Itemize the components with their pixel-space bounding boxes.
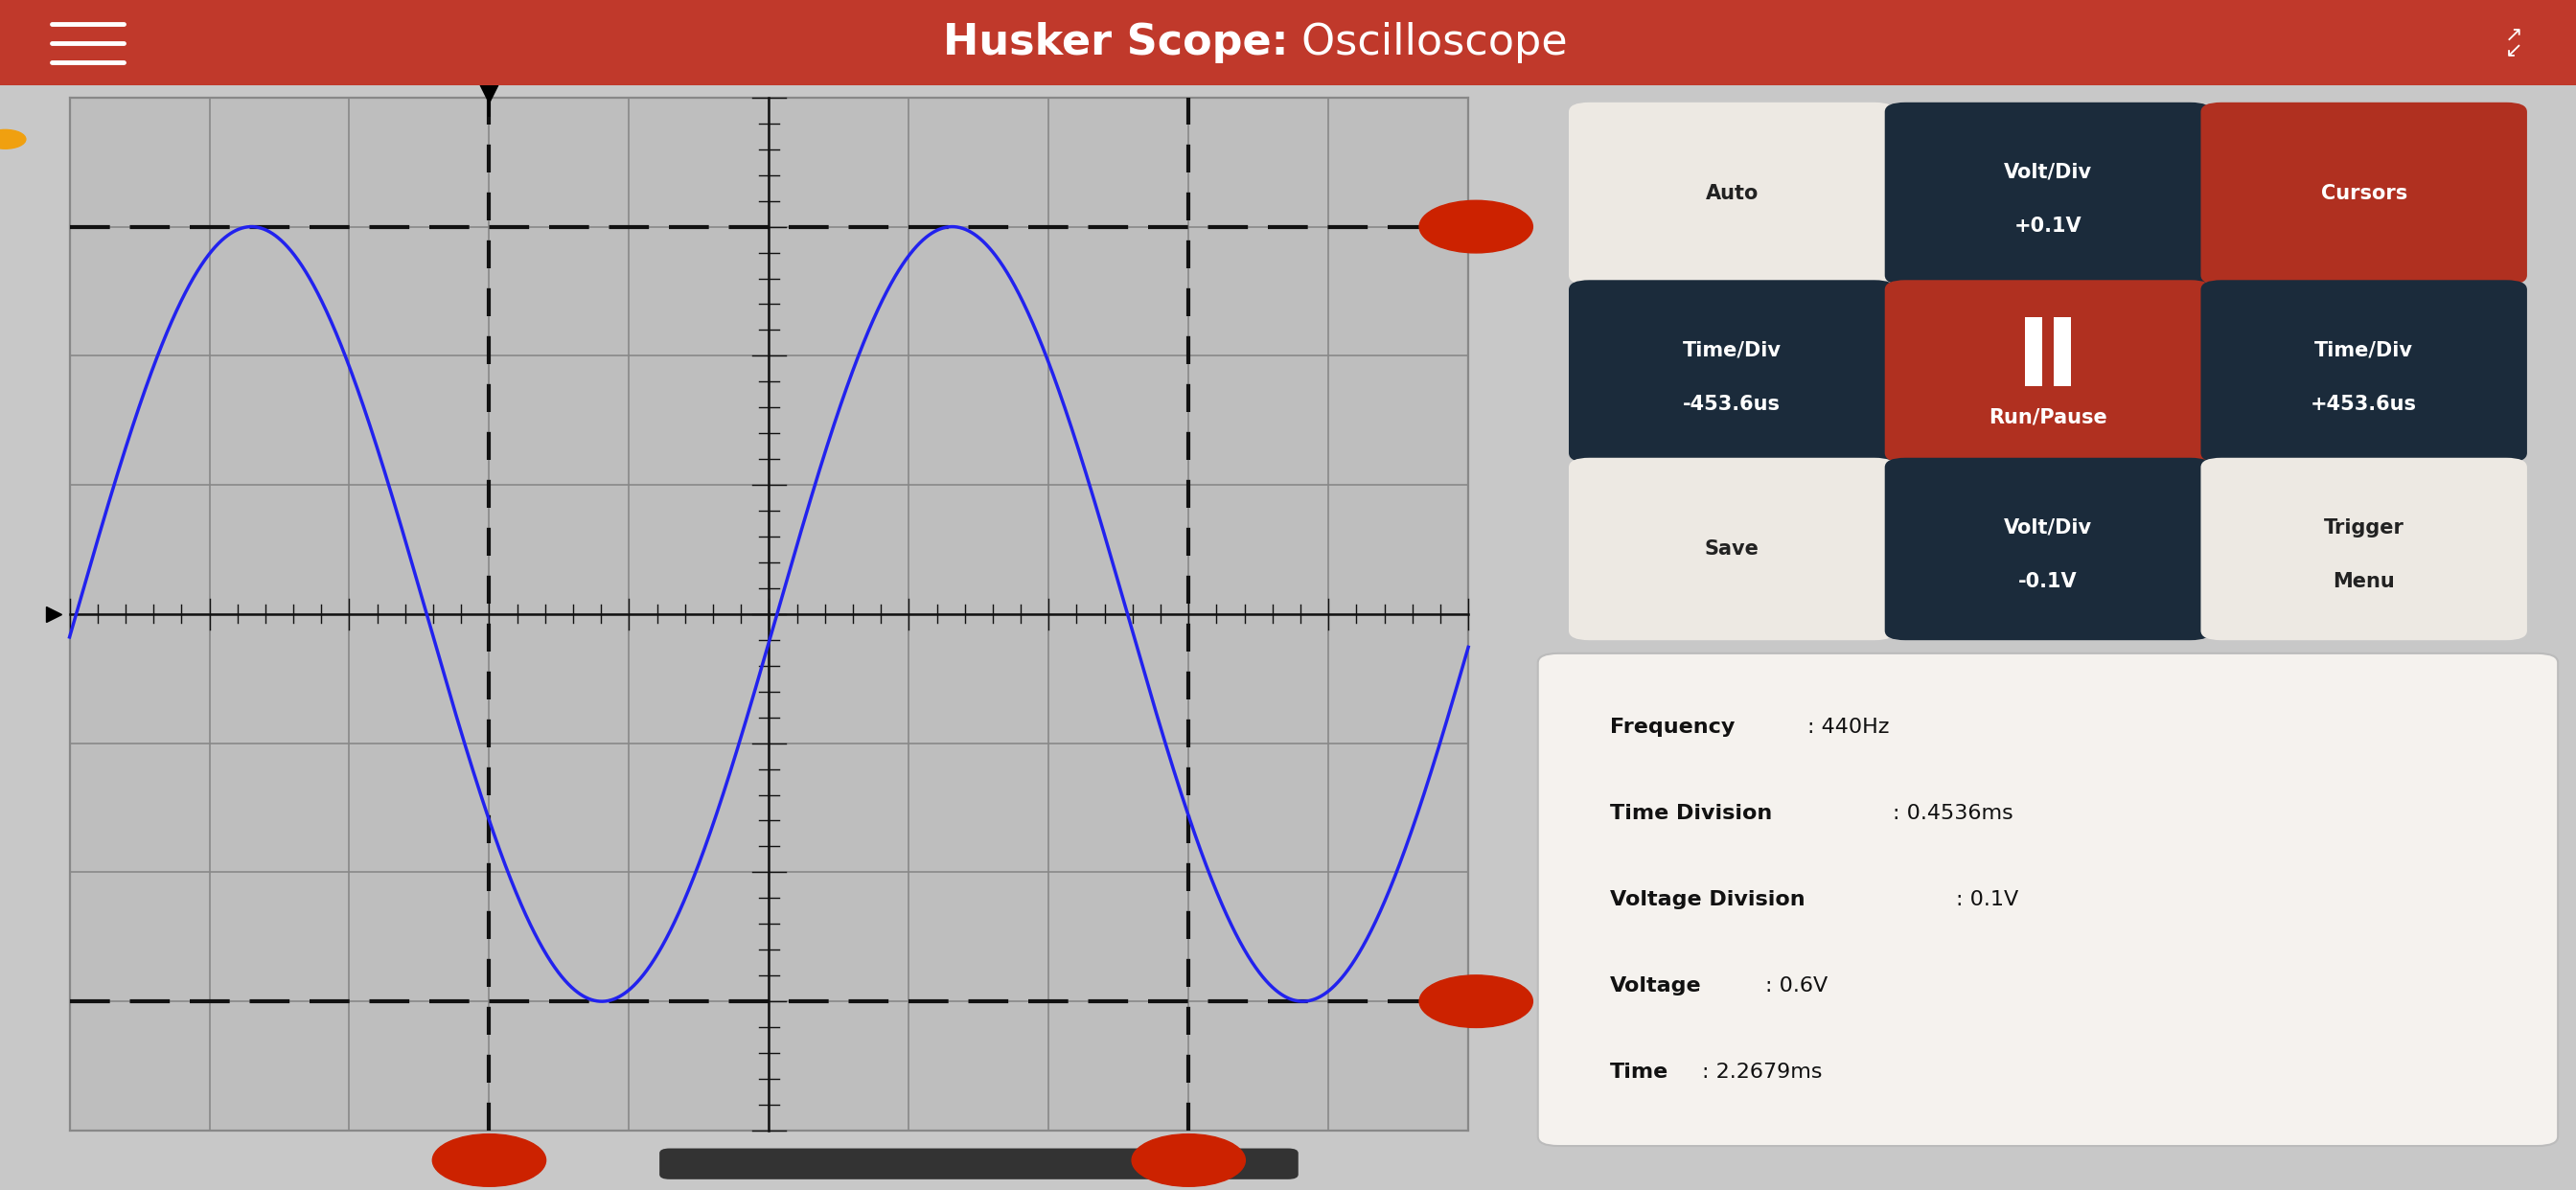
FancyBboxPatch shape [70,98,1468,1131]
FancyBboxPatch shape [2053,318,2071,386]
FancyBboxPatch shape [2200,458,2527,640]
FancyBboxPatch shape [1569,102,1896,284]
Text: : 2.2679ms: : 2.2679ms [1703,1063,1821,1082]
Circle shape [0,130,26,149]
Circle shape [433,1134,546,1186]
FancyBboxPatch shape [0,0,2576,86]
FancyBboxPatch shape [2200,102,2527,284]
Text: Volt/Div: Volt/Div [2004,518,2092,538]
FancyBboxPatch shape [1569,458,1896,640]
FancyBboxPatch shape [659,1148,1298,1179]
Text: Run/Pause: Run/Pause [1989,407,2107,427]
Text: Voltage: Voltage [1610,976,1703,995]
Text: : 440Hz: : 440Hz [1808,718,1891,737]
Text: Auto: Auto [1705,184,1759,203]
Text: Voltage Division: Voltage Division [1610,890,1806,909]
Text: Oscilloscope: Oscilloscope [1288,23,1566,63]
Text: : 0.6V: : 0.6V [1765,976,1829,995]
FancyBboxPatch shape [2200,280,2527,463]
Text: Volt/Div: Volt/Div [2004,163,2092,182]
FancyBboxPatch shape [1886,458,2210,640]
Text: Save: Save [1705,539,1759,558]
Text: : 0.4536ms: : 0.4536ms [1893,804,2012,823]
Text: Time/Div: Time/Div [1682,340,1780,359]
FancyBboxPatch shape [1886,102,2210,284]
Text: -453.6us: -453.6us [1682,394,1780,414]
Text: Frequency: Frequency [1610,718,1736,737]
Text: Time Division: Time Division [1610,804,1772,823]
Text: Time: Time [1610,1063,1669,1082]
Text: +453.6us: +453.6us [2311,394,2416,414]
FancyBboxPatch shape [1538,653,2558,1146]
Circle shape [1419,200,1533,253]
FancyBboxPatch shape [1886,280,2210,463]
Text: Husker Scope:: Husker Scope: [943,23,1288,63]
Text: : 0.1V: : 0.1V [1955,890,2017,909]
Text: +0.1V: +0.1V [2014,217,2081,236]
FancyBboxPatch shape [2025,318,2043,386]
Circle shape [1131,1134,1244,1186]
Text: -0.1V: -0.1V [2020,572,2076,591]
Circle shape [1419,976,1533,1028]
FancyBboxPatch shape [1569,280,1896,463]
Text: Cursors: Cursors [2321,184,2406,203]
Text: Trigger: Trigger [2324,518,2403,538]
Text: ↗
↙: ↗ ↙ [2506,25,2522,61]
Text: Menu: Menu [2334,572,2396,591]
Text: Time/Div: Time/Div [2316,340,2414,359]
